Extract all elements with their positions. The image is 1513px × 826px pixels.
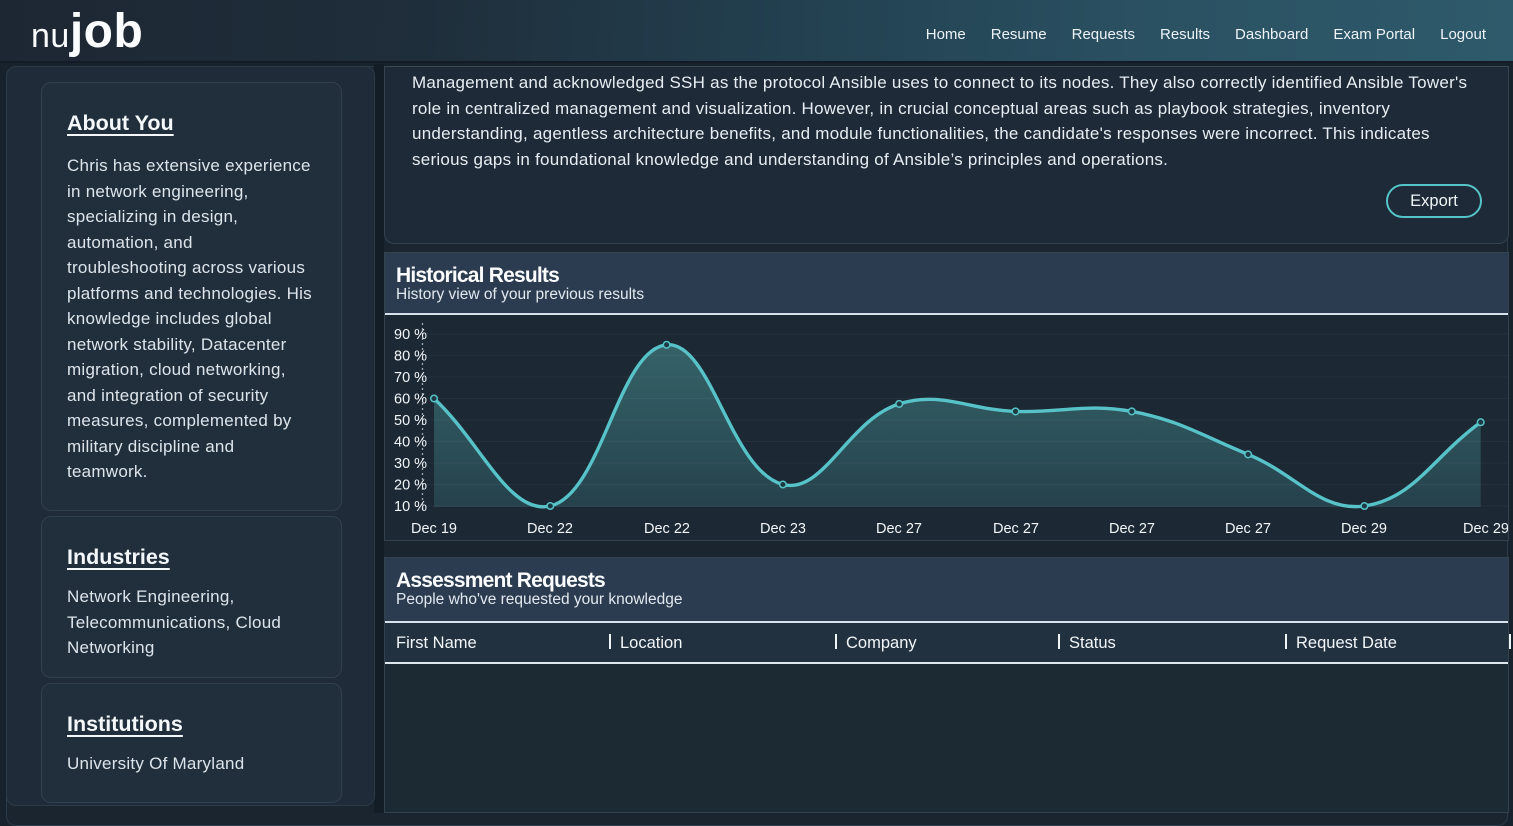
svg-text:40 %: 40 % [394, 435, 427, 451]
svg-text:10 %: 10 % [394, 499, 427, 515]
svg-text:30 %: 30 % [394, 456, 427, 472]
svg-text:70 %: 70 % [394, 370, 427, 386]
svg-text:Dec 27: Dec 27 [1225, 521, 1271, 537]
svg-text:90 %: 90 % [394, 327, 427, 343]
svg-text:Dec 27: Dec 27 [876, 521, 922, 537]
svg-text:Dec 19: Dec 19 [411, 521, 457, 537]
svg-text:20 %: 20 % [394, 478, 427, 494]
svg-text:80 %: 80 % [394, 349, 427, 365]
svg-text:Dec 29: Dec 29 [1463, 521, 1508, 537]
svg-text:50 %: 50 % [394, 413, 427, 429]
svg-text:Dec 27: Dec 27 [1109, 521, 1155, 537]
svg-text:Dec 27: Dec 27 [993, 521, 1039, 537]
svg-text:Dec 29: Dec 29 [1341, 521, 1387, 537]
svg-text:Dec 23: Dec 23 [760, 521, 806, 537]
svg-text:Dec 22: Dec 22 [644, 521, 690, 537]
svg-text:Dec 22: Dec 22 [527, 521, 573, 537]
svg-text:60 %: 60 % [394, 392, 427, 408]
